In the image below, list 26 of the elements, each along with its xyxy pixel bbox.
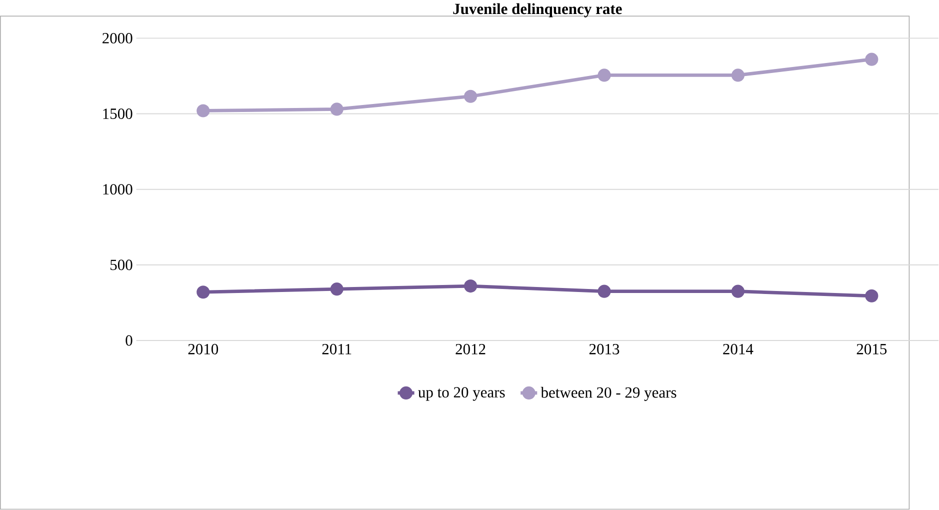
x-tick-label: 2015 xyxy=(856,344,887,355)
x-tick-label: 2010 xyxy=(188,344,218,355)
y-tick-label: 2000 xyxy=(102,33,132,44)
point xyxy=(196,286,210,299)
point xyxy=(464,280,478,293)
x-tick-label: 2012 xyxy=(456,344,486,355)
y-tick-label: 0 xyxy=(126,335,132,346)
legend-label: up to 20 years xyxy=(418,387,505,401)
point xyxy=(598,284,611,298)
y-tick-label: 1000 xyxy=(103,184,132,195)
point xyxy=(330,282,344,296)
x-tick-label: 2014 xyxy=(723,344,754,355)
legend-label: between 20 - 29 years xyxy=(540,387,676,402)
point xyxy=(464,90,478,104)
point xyxy=(865,290,878,303)
y-tick-label: 1500 xyxy=(103,108,132,120)
point xyxy=(731,68,744,82)
point xyxy=(731,284,744,298)
x-tick-label: 2011 xyxy=(322,344,352,355)
point xyxy=(330,102,344,116)
chart-title: Juvenile delinquency rate xyxy=(453,3,622,18)
point xyxy=(865,52,878,66)
y-tick-label: 500 xyxy=(110,260,132,270)
point xyxy=(196,104,210,118)
x-tick-label: 2013 xyxy=(589,344,620,355)
point xyxy=(598,68,611,82)
